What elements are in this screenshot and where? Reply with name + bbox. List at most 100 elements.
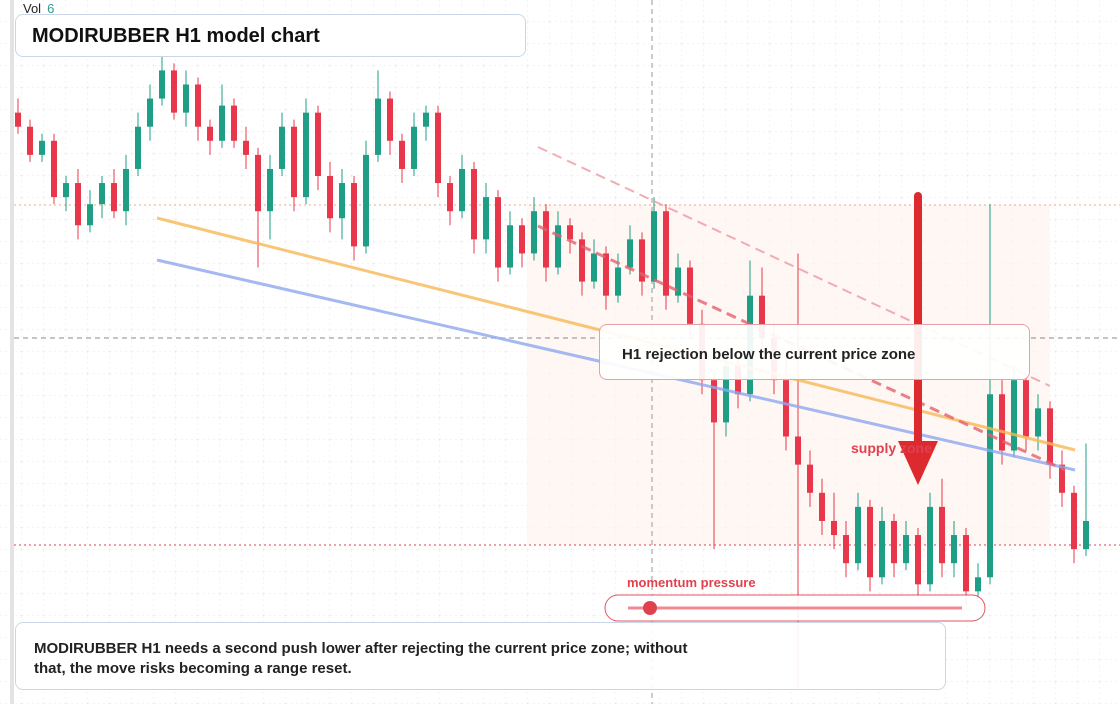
candle-body <box>1047 408 1053 465</box>
volume-label: Vol 6 <box>23 1 54 16</box>
candle-body <box>819 492 825 521</box>
candle-body <box>303 112 309 198</box>
slider-label: momentum pressure <box>627 575 756 590</box>
candle-body <box>915 535 921 585</box>
candle-body <box>315 112 321 176</box>
candle-body <box>159 70 165 99</box>
candle-body <box>651 211 657 282</box>
candle-body <box>291 126 297 198</box>
candle-body <box>711 380 717 423</box>
candle-body <box>1011 380 1017 451</box>
candle-body <box>543 211 549 268</box>
candle-body <box>363 154 369 247</box>
candle-body <box>891 520 897 564</box>
candle-body <box>843 535 849 564</box>
candle-body <box>219 105 225 141</box>
candle-body <box>603 253 609 296</box>
candle-body <box>507 225 513 268</box>
annotation-box: H1 rejection below the current price zon… <box>599 324 1030 380</box>
candle-body <box>759 295 765 338</box>
left-border <box>10 0 14 704</box>
slider-knob <box>643 601 657 615</box>
candle-body <box>99 183 105 205</box>
candle-body <box>975 577 981 592</box>
candle-body <box>111 183 117 212</box>
candle-body <box>387 98 393 141</box>
candle-body <box>675 267 681 296</box>
candle-body <box>411 126 417 169</box>
candle-body <box>447 183 453 212</box>
candle-body <box>207 126 213 141</box>
candle-body <box>27 126 33 155</box>
candle-body <box>147 98 153 127</box>
candle-body <box>927 506 933 585</box>
candle-body <box>783 380 789 437</box>
candle-body <box>351 183 357 247</box>
candle-body <box>1059 464 1065 493</box>
candle-body <box>75 183 81 226</box>
candle-body <box>1035 408 1041 437</box>
candle-body <box>51 140 57 198</box>
candle-body <box>195 84 201 127</box>
candle-body <box>579 239 585 282</box>
candle-body <box>723 366 729 423</box>
candle-body <box>567 225 573 240</box>
candle-body <box>519 225 525 254</box>
candle-body <box>39 140 45 155</box>
candle-body <box>327 176 333 219</box>
candle-body <box>279 126 285 169</box>
candle-body <box>135 126 141 169</box>
candle-body <box>183 84 189 113</box>
vol-value: 6 <box>47 1 55 16</box>
candle-body <box>951 535 957 564</box>
candle-body <box>999 394 1005 451</box>
zone-label: supply zone <box>851 440 932 456</box>
candle-body <box>375 98 381 155</box>
candle-body <box>939 506 945 564</box>
candle-body <box>255 154 261 212</box>
candle-body <box>531 211 537 254</box>
chart-title: MODIRUBBER H1 model chart <box>32 25 320 47</box>
candle-body <box>87 204 93 226</box>
candle-body <box>555 225 561 268</box>
candle-body <box>903 535 909 564</box>
candle-body <box>627 239 633 268</box>
candle-body <box>483 197 489 240</box>
candle-body <box>795 436 801 465</box>
candle-body <box>267 168 273 212</box>
candle-body <box>855 506 861 564</box>
candle-body <box>123 168 129 212</box>
annotation: H1 rejection below the current price zon… <box>622 346 916 363</box>
candle-body <box>639 239 645 282</box>
candle-body <box>867 506 873 578</box>
candle-body <box>879 520 885 578</box>
footer-text: MODIRUBBER H1 needs a second push lower … <box>34 640 688 677</box>
candle-body <box>495 197 501 268</box>
candle-body <box>171 70 177 113</box>
candle-body <box>987 394 993 578</box>
candle-body <box>435 112 441 184</box>
candle-body <box>735 366 741 395</box>
vol-text: Vol <box>23 1 42 16</box>
candle-body <box>243 140 249 155</box>
footer-box: MODIRUBBER H1 needs a second push lower … <box>15 622 946 690</box>
candle-body <box>1071 492 1077 550</box>
candle-body <box>399 140 405 169</box>
candle-body <box>1023 380 1029 437</box>
candle-body <box>231 105 237 141</box>
candle-body <box>459 168 465 212</box>
candle-body <box>831 520 837 536</box>
candle-body <box>807 464 813 493</box>
candle-body <box>63 183 69 198</box>
candle-body <box>615 267 621 296</box>
candle-body <box>15 112 21 127</box>
candle-body <box>471 168 477 240</box>
title-box: MODIRUBBER H1 model chart <box>15 14 526 57</box>
candle-body <box>963 535 969 592</box>
candle-body <box>663 211 669 296</box>
candle-body <box>423 112 429 127</box>
arrow-head <box>898 441 938 485</box>
candle-body <box>591 253 597 282</box>
candle-body <box>339 183 345 219</box>
